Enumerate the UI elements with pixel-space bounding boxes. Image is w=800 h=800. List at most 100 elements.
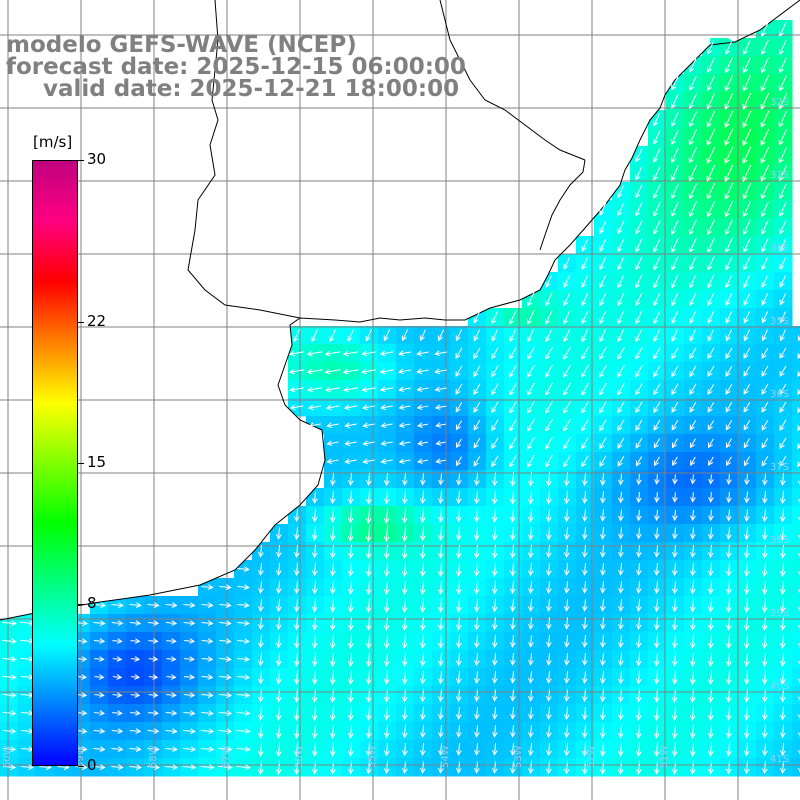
- wind-arrow: [779, 293, 787, 306]
- wind-arrow: [688, 147, 698, 164]
- wind-arrow: [618, 545, 624, 558]
- wind-arrow: [563, 742, 570, 757]
- wind-arrow: [437, 598, 444, 613]
- wind-arrow: [527, 544, 534, 559]
- wind-arrow: [311, 760, 318, 775]
- wind-arrow: [708, 527, 714, 540]
- wind-arrow: [93, 620, 106, 626]
- wind-arrow: [528, 725, 534, 738]
- wind-arrow: [635, 256, 643, 271]
- wind-arrow: [797, 425, 800, 432]
- wind-arrow: [707, 634, 714, 649]
- wind-arrow: [798, 714, 800, 720]
- wind-arrow: [437, 670, 444, 685]
- wind-arrow: [689, 383, 697, 396]
- wind-arrow: [528, 562, 534, 577]
- wind-arrow: [581, 455, 589, 468]
- wind-arrow: [293, 688, 300, 703]
- wind-arrow: [294, 562, 300, 577]
- longitude-label: 51W: [659, 745, 670, 768]
- wind-arrow: [563, 310, 571, 325]
- wind-arrow: [200, 764, 215, 771]
- wind-arrow: [635, 652, 642, 667]
- wind-arrow: [130, 656, 141, 662]
- wind-arrow: [455, 402, 463, 413]
- wind-arrow: [636, 581, 642, 594]
- wind-arrow: [546, 635, 552, 648]
- wind-arrow: [690, 527, 696, 540]
- wind-arrow: [761, 311, 769, 324]
- wind-arrow: [744, 491, 750, 504]
- wind-arrow: [563, 400, 571, 414]
- wind-speed-cell: [792, 560, 800, 579]
- wind-arrow: [599, 328, 607, 343]
- wind-arrow: [581, 364, 589, 378]
- wind-arrow: [398, 440, 411, 447]
- wind-arrow: [671, 401, 679, 413]
- wind-arrow: [474, 634, 480, 649]
- wind-arrow: [146, 764, 161, 770]
- wind-arrow: [726, 456, 732, 467]
- wind-arrow: [546, 617, 552, 630]
- wind-arrow: [365, 688, 372, 703]
- wind-arrow: [545, 328, 553, 343]
- wind-arrow: [347, 580, 354, 595]
- wind-arrow: [401, 507, 408, 524]
- wind-arrow: [761, 419, 769, 431]
- wind-arrow: [201, 710, 214, 716]
- wind-arrow: [582, 653, 588, 666]
- wind-arrow: [329, 598, 336, 613]
- wind-arrow: [165, 620, 178, 626]
- wind-arrow: [636, 527, 642, 540]
- wind-arrow: [492, 725, 498, 738]
- wind-arrow: [474, 743, 480, 756]
- wind-arrow: [344, 422, 357, 429]
- wind-arrow: [148, 638, 159, 644]
- wind-arrow: [653, 165, 661, 181]
- wind-arrow: [276, 545, 282, 558]
- wind-arrow: [509, 562, 516, 577]
- wind-arrow: [474, 652, 480, 667]
- wind-arrow: [636, 616, 642, 631]
- wind-arrow: [652, 183, 661, 199]
- wind-arrow: [129, 728, 142, 734]
- wind-arrow: [563, 292, 571, 307]
- wind-arrow: [618, 581, 624, 594]
- wind-arrow: [761, 580, 768, 595]
- wind-arrow: [743, 706, 750, 721]
- latitude-label: 41S: [770, 754, 789, 765]
- wind-arrow: [258, 634, 264, 649]
- wind-arrow: [600, 491, 606, 504]
- wind-speed-cell: [792, 632, 800, 651]
- wind-arrow: [707, 652, 714, 667]
- wind-arrow: [600, 599, 606, 612]
- wind-arrow: [258, 581, 264, 594]
- wind-arrow: [236, 674, 251, 680]
- wind-arrow: [329, 544, 336, 559]
- wind-arrow: [708, 456, 714, 466]
- wind-arrow: [200, 746, 215, 753]
- wind-arrow: [365, 760, 372, 775]
- latitude-label: 35S: [770, 316, 789, 327]
- wind-arrow: [236, 764, 251, 771]
- wind-arrow: [510, 635, 516, 648]
- wind-arrow: [111, 728, 124, 734]
- wind-arrow: [257, 760, 264, 775]
- wind-arrow: [383, 634, 390, 649]
- wind-arrow: [670, 183, 679, 200]
- wind-arrow: [636, 509, 642, 522]
- wind-arrow: [456, 743, 462, 756]
- wind-arrow: [635, 456, 643, 467]
- wind-arrow: [347, 490, 354, 505]
- wind-arrow: [545, 455, 553, 468]
- wind-arrow: [797, 553, 800, 559]
- wind-arrow: [599, 274, 607, 289]
- wind-arrow: [401, 598, 408, 613]
- wind-arrow: [654, 598, 660, 613]
- wind-arrow: [617, 220, 625, 235]
- wind-arrow: [797, 678, 800, 684]
- wind-arrow: [689, 365, 697, 378]
- wind-arrow: [365, 524, 372, 543]
- wind-arrow: [455, 347, 463, 360]
- wind-arrow: [343, 386, 358, 393]
